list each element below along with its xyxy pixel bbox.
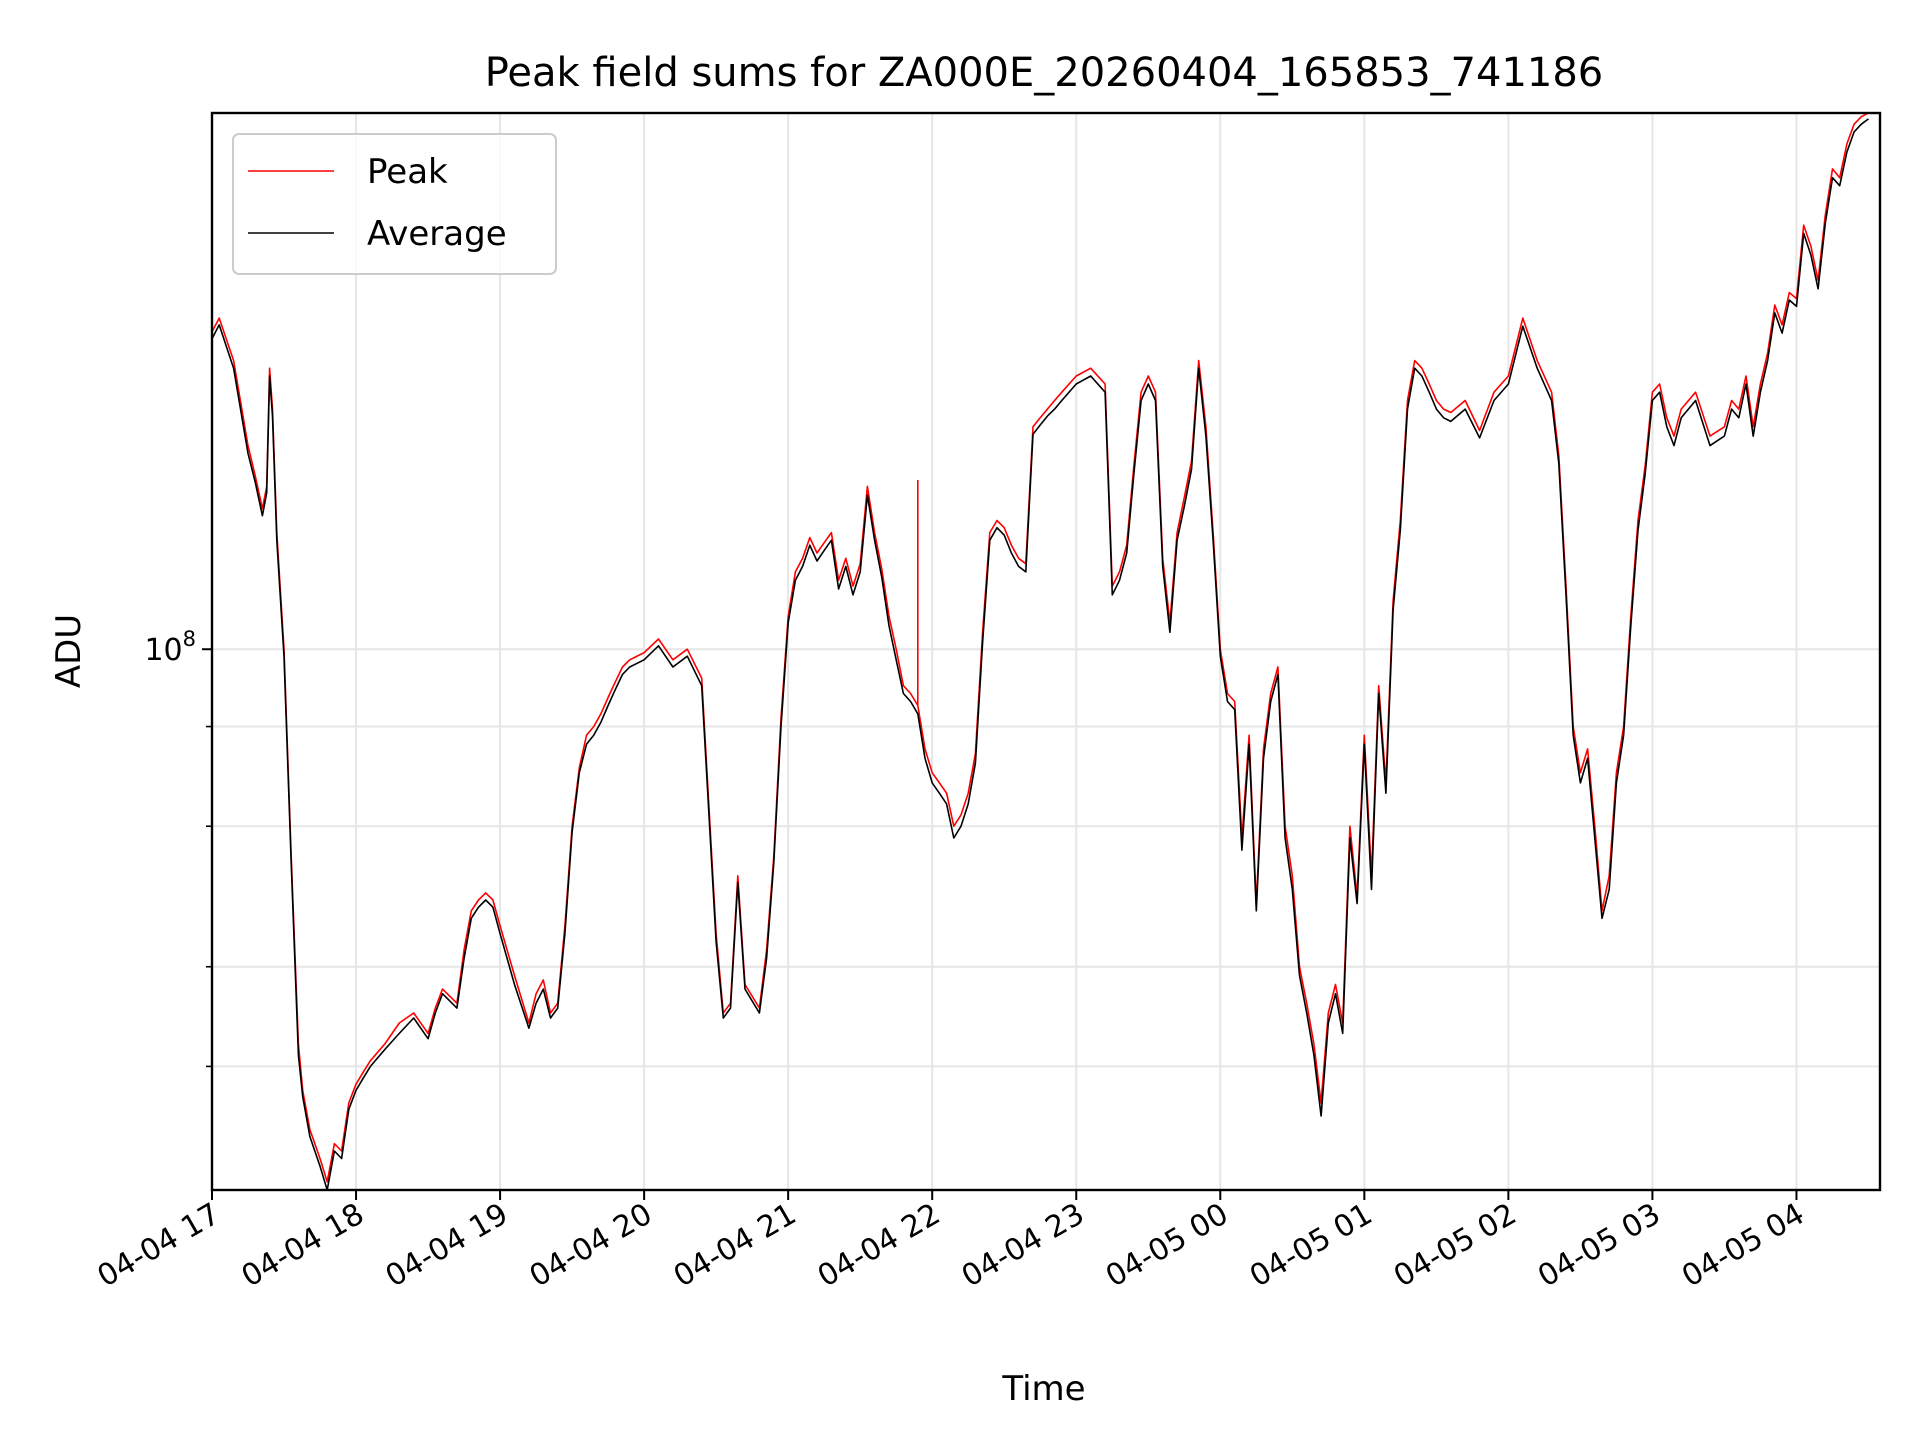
x-axis-label: Time (1001, 1369, 1085, 1409)
y-tick-label: 108 (144, 627, 196, 668)
y-axis-label: ADU (49, 614, 89, 688)
y-axis: 108 (144, 627, 212, 1068)
grid (211, 113, 1880, 1190)
legend-box (232, 133, 557, 275)
legend-peak-label: Peak (367, 152, 448, 192)
legend: Peak Average (232, 133, 557, 275)
series-layer (211, 112, 1869, 1191)
series-peak-line (211, 112, 1869, 1183)
plot-frame (210, 111, 1882, 1192)
legend-average-label: Average (367, 214, 507, 254)
series-average-line (211, 118, 1869, 1191)
chart-title: Peak field sums for ZA000E_20260404_1658… (485, 50, 1604, 96)
